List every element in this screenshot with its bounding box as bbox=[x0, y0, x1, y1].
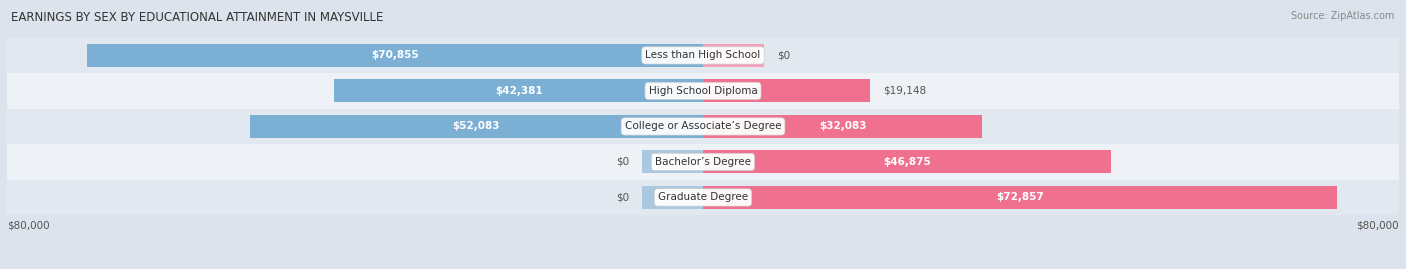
Bar bbox=[703, 186, 1337, 209]
Text: $0: $0 bbox=[778, 50, 790, 61]
Text: EARNINGS BY SEX BY EDUCATIONAL ATTAINMENT IN MAYSVILLE: EARNINGS BY SEX BY EDUCATIONAL ATTAINMEN… bbox=[11, 11, 384, 24]
Text: $46,875: $46,875 bbox=[883, 157, 931, 167]
Text: $52,083: $52,083 bbox=[453, 121, 501, 132]
Text: College or Associate’s Degree: College or Associate’s Degree bbox=[624, 121, 782, 132]
Bar bbox=[87, 44, 703, 67]
Bar bbox=[703, 115, 983, 138]
Text: $80,000: $80,000 bbox=[7, 221, 49, 231]
Text: $72,857: $72,857 bbox=[995, 192, 1043, 203]
Text: $19,148: $19,148 bbox=[883, 86, 925, 96]
Text: High School Diploma: High School Diploma bbox=[648, 86, 758, 96]
Text: $70,855: $70,855 bbox=[371, 50, 419, 61]
Bar bbox=[335, 79, 703, 102]
Bar bbox=[7, 144, 1399, 180]
Text: $0: $0 bbox=[616, 157, 628, 167]
Bar bbox=[643, 150, 703, 174]
Text: $0: $0 bbox=[616, 192, 628, 203]
Bar bbox=[7, 180, 1399, 215]
Bar bbox=[7, 109, 1399, 144]
Text: Graduate Degree: Graduate Degree bbox=[658, 192, 748, 203]
Bar bbox=[250, 115, 703, 138]
Bar bbox=[7, 38, 1399, 73]
Text: Less than High School: Less than High School bbox=[645, 50, 761, 61]
Bar bbox=[703, 44, 763, 67]
Bar bbox=[643, 186, 703, 209]
Bar bbox=[703, 150, 1111, 174]
Text: $32,083: $32,083 bbox=[818, 121, 866, 132]
Text: $80,000: $80,000 bbox=[1357, 221, 1399, 231]
Bar bbox=[7, 73, 1399, 109]
Bar bbox=[703, 79, 869, 102]
Text: Source: ZipAtlas.com: Source: ZipAtlas.com bbox=[1291, 11, 1395, 21]
Text: $42,381: $42,381 bbox=[495, 86, 543, 96]
Text: Bachelor’s Degree: Bachelor’s Degree bbox=[655, 157, 751, 167]
